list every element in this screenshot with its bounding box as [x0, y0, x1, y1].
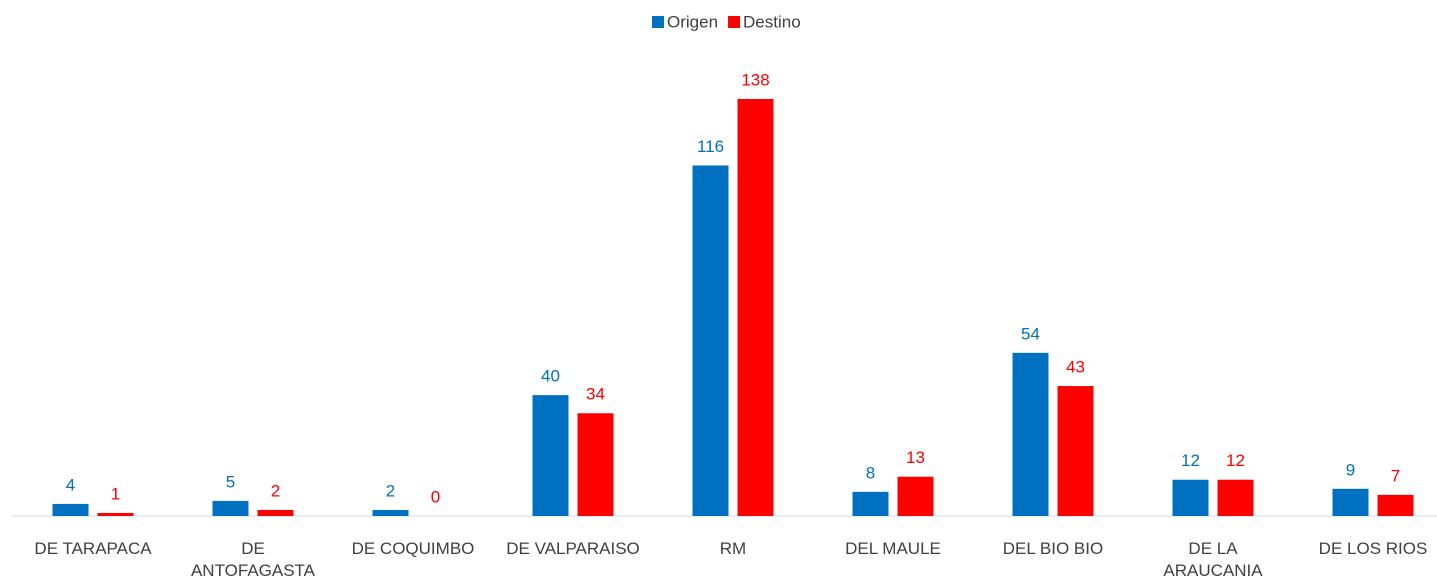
bar — [1217, 479, 1254, 516]
legend-label: Origen — [667, 12, 718, 31]
data-label: 12 — [1226, 451, 1245, 470]
bar — [532, 395, 569, 516]
data-label: 2 — [386, 481, 395, 500]
bar — [1057, 386, 1094, 516]
data-label: 1 — [111, 484, 120, 503]
x-tick-label: DE COQUIMBO — [351, 539, 475, 558]
x-tick-label: DEL MAULE — [845, 539, 941, 558]
bar — [1332, 488, 1369, 516]
data-label: 5 — [226, 472, 235, 491]
bar — [52, 503, 89, 516]
bar — [1377, 494, 1414, 516]
x-tick-label: DE LA ARAUCANIA — [1163, 539, 1263, 580]
bar — [1172, 479, 1209, 516]
bar — [257, 509, 294, 516]
legend-swatch — [728, 16, 741, 28]
data-label: 7 — [1391, 466, 1400, 485]
data-label: 54 — [1021, 324, 1040, 343]
data-label: 9 — [1346, 460, 1355, 479]
bar — [852, 491, 889, 516]
bar — [577, 413, 614, 516]
data-label: 43 — [1066, 358, 1085, 377]
bar — [897, 476, 934, 516]
bar — [1012, 352, 1049, 516]
x-tick-label: DEL BIO BIO — [1002, 539, 1104, 558]
bar — [372, 509, 409, 516]
legend-swatch — [652, 16, 664, 28]
data-label: 138 — [741, 70, 769, 89]
data-label: 40 — [541, 367, 560, 386]
data-label: 116 — [697, 137, 724, 156]
x-tick-label: RM — [719, 539, 747, 558]
data-label: 0 — [431, 487, 440, 506]
data-label: 4 — [66, 475, 75, 494]
x-tick-label: DE LOS RIOS — [1318, 539, 1428, 558]
data-label: 12 — [1181, 451, 1200, 470]
data-label: 34 — [586, 385, 605, 404]
bar — [212, 500, 249, 516]
bar — [97, 512, 134, 516]
x-tick-label: DE ANTOFAGASTA — [190, 539, 316, 580]
data-label: 8 — [866, 463, 875, 482]
x-tick-label: DE VALPARAISO — [506, 539, 640, 558]
bar — [692, 165, 729, 516]
bar — [737, 99, 774, 516]
data-label: 13 — [906, 448, 925, 467]
legend-label: Destino — [743, 12, 801, 31]
data-label: 2 — [271, 481, 280, 500]
x-tick-label: DE TARAPACA — [34, 539, 152, 558]
